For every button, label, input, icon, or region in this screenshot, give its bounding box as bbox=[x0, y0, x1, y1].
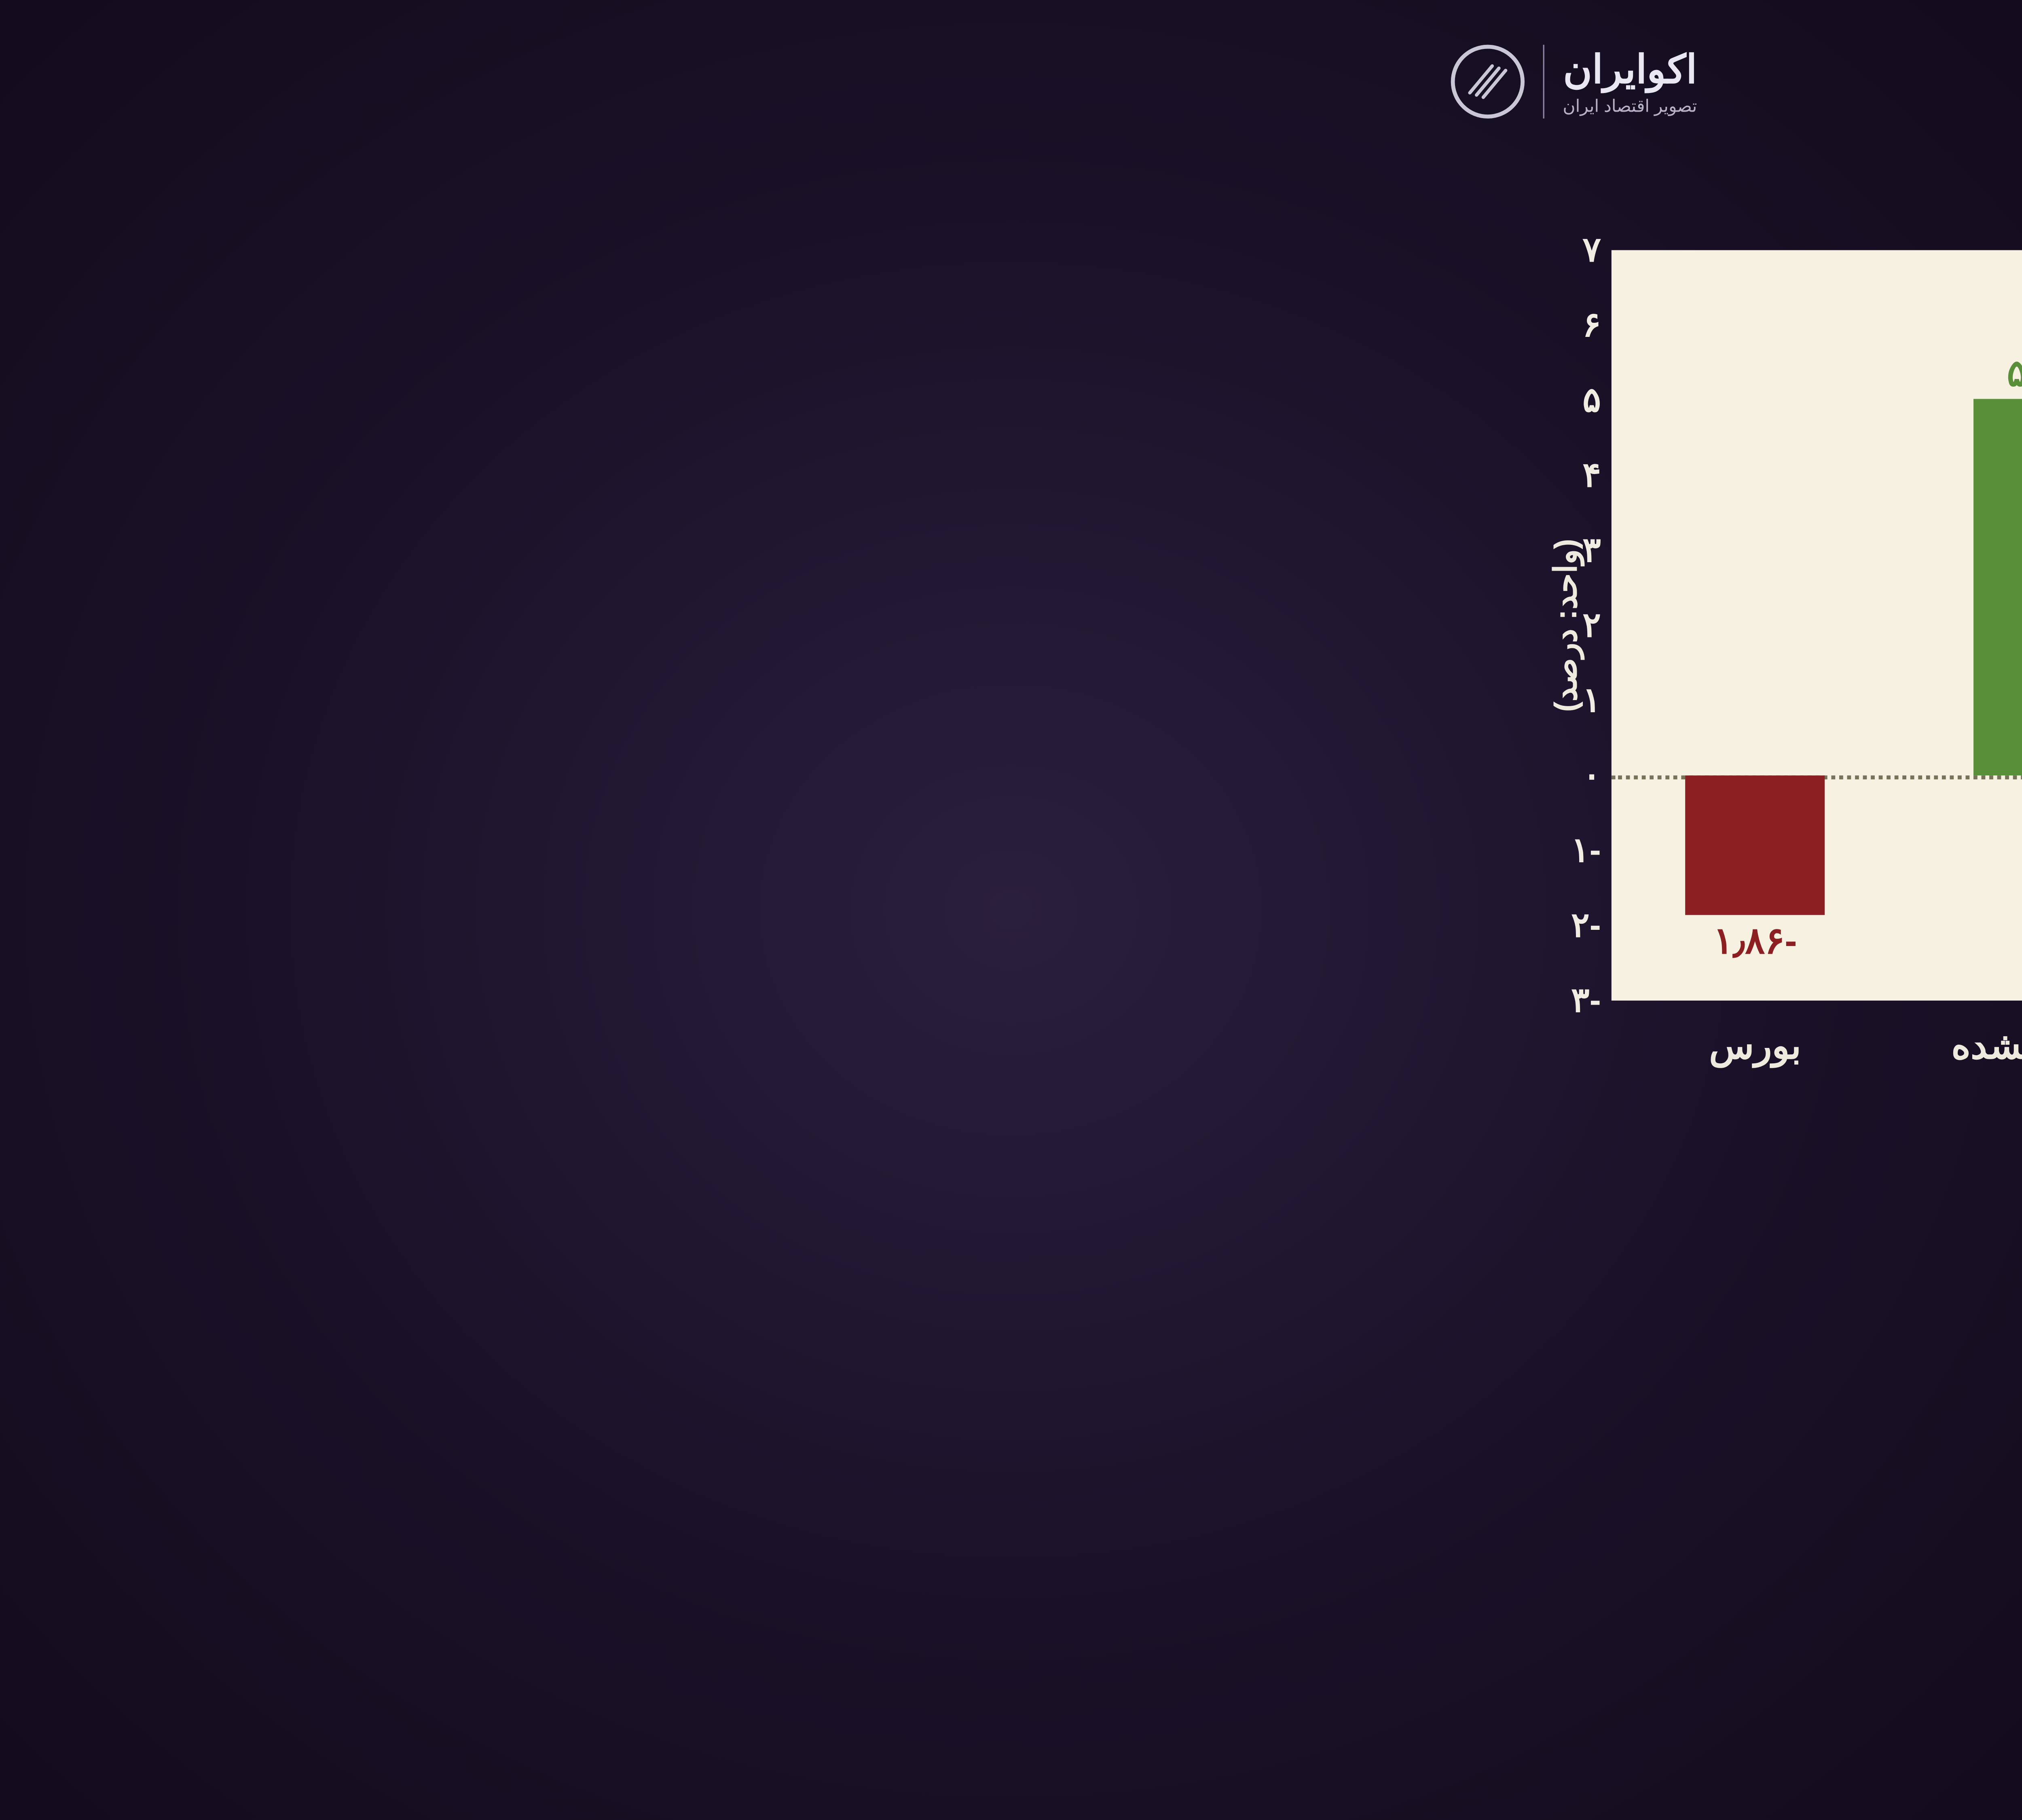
y-tick: ۷ bbox=[1543, 230, 1601, 271]
brand-tagline: تصویر اقتصاد ایران bbox=[1563, 95, 1697, 116]
stripes-icon bbox=[1466, 59, 1510, 104]
brand-name: اکوایران bbox=[1563, 47, 1697, 93]
y-tick: -۳ bbox=[1543, 980, 1601, 1021]
y-tick: ۴ bbox=[1543, 455, 1601, 496]
bar-chart: ۷۶۵۴۳۲۱۰-۱-۲-۳۵٫۸۷۴٫۴۲۴٫۳۳۴٫۷۴۵٫۰۲-۱٫۸۶ bbox=[1612, 250, 2022, 1000]
y-tick: ۰ bbox=[1543, 755, 1601, 796]
y-tick: -۲ bbox=[1543, 905, 1601, 946]
bar-value-label: -۱٫۸۶ bbox=[1650, 919, 1861, 962]
bar: -۱٫۸۶ bbox=[1686, 775, 1825, 915]
logo-mark-icon bbox=[1451, 45, 1525, 119]
bar-value-label: ۵٫۰۲ bbox=[1937, 351, 2022, 395]
brand-logo: اکوایران تصویر اقتصاد ایران bbox=[1451, 45, 1697, 119]
y-tick: ۶ bbox=[1543, 305, 1601, 346]
chart-wrap: ۷۶۵۴۳۲۱۰-۱-۲-۳۵٫۸۷۴٫۴۲۴٫۳۳۴٫۷۴۵٫۰۲-۱٫۸۶ … bbox=[1612, 250, 2022, 1000]
x-category-label: طلای آبشده bbox=[1911, 1024, 2022, 1068]
logo-divider bbox=[1543, 45, 1544, 119]
y-axis-label: (واحد: درصد) bbox=[1547, 539, 1585, 712]
y-tick: -۱ bbox=[1543, 830, 1601, 871]
y-tick: ۵ bbox=[1543, 380, 1601, 421]
brand-text: اکوایران تصویر اقتصاد ایران bbox=[1563, 47, 1697, 117]
page: بازدهی بازارها در هفته دوم مهر ۱۴۰۳ اکوا… bbox=[1401, 0, 2022, 1138]
bar: ۵٫۰۲ bbox=[1973, 399, 2022, 775]
x-category-label: بورس bbox=[1624, 1024, 1887, 1068]
